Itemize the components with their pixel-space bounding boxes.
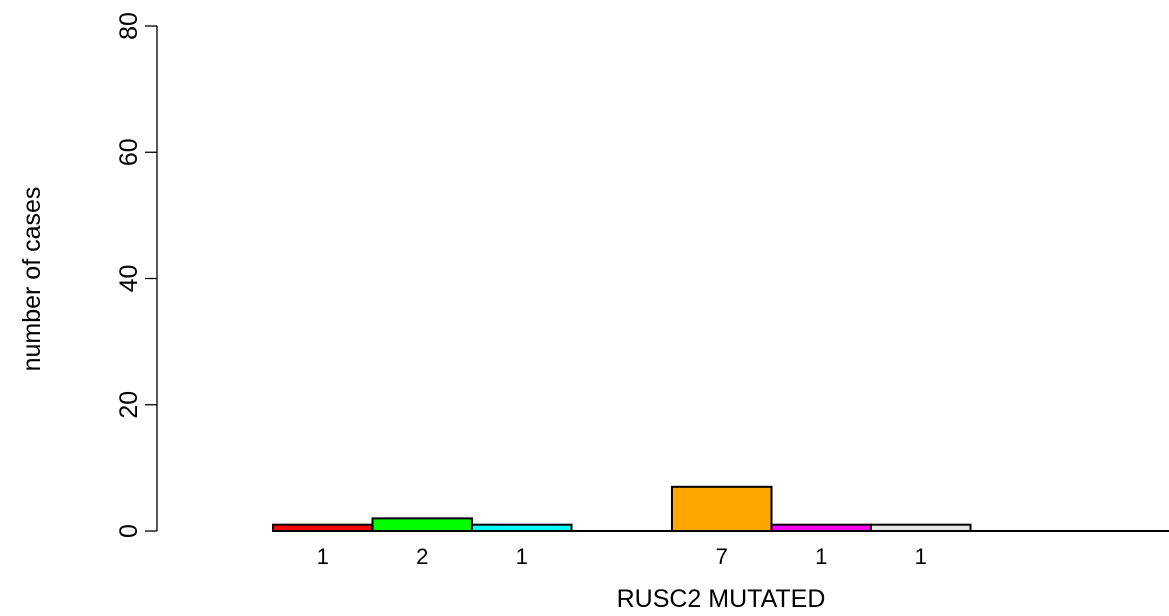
y-axis-label: number of cases: [18, 187, 46, 372]
bar-count-label: 1: [915, 544, 927, 569]
bar: [671, 485, 773, 532]
y-tick-label: 60: [115, 138, 143, 166]
y-axis: 0 20 40 60 80: [115, 12, 158, 538]
bar-count-label: 1: [317, 544, 329, 569]
y-tick-label: 80: [115, 12, 143, 40]
bar-labels: 1 2 1 7 1 1: [317, 544, 927, 569]
bar-count-label: 1: [815, 544, 827, 569]
bar-count-label: 1: [516, 544, 528, 569]
y-tick-label: 20: [115, 391, 143, 419]
x-axis-label: RUSC2 MUTATED: [617, 585, 826, 613]
y-tick-label: 0: [115, 524, 143, 538]
bar-count-label: 2: [416, 544, 428, 569]
bar-count-label: 7: [716, 544, 728, 569]
bar: [371, 517, 473, 532]
bars: [272, 485, 972, 532]
y-tick-label: 40: [115, 265, 143, 293]
